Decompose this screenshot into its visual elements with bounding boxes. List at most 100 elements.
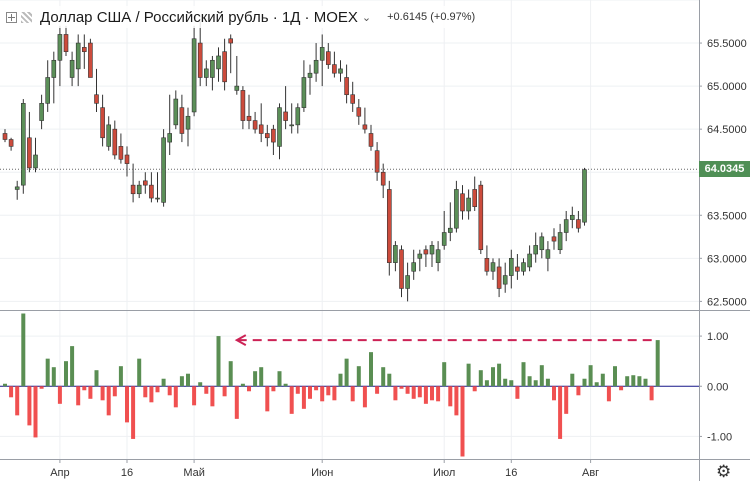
add-compare-icon[interactable]: [6, 11, 17, 23]
oscillator-bar: [454, 386, 459, 416]
candle-body: [88, 42, 93, 78]
chart-header: Доллар США / Российский рубль · 1Д · MOE…: [6, 6, 476, 28]
oscillator-bar: [143, 386, 148, 398]
symbol-title[interactable]: Доллар США / Российский рубль · 1Д · MOE…: [40, 8, 358, 26]
candle-body: [75, 42, 81, 70]
time-axis-label: Апр: [50, 467, 69, 479]
osc-axis-label: 0.00: [707, 381, 728, 393]
oscillator-bar: [332, 386, 337, 401]
oscillator-bar: [27, 386, 32, 426]
oscillator-bar: [393, 386, 398, 401]
candle-body: [533, 245, 539, 255]
price-axis-label: 65.0000: [707, 81, 747, 93]
oscillator-bars: [0, 313, 699, 457]
candle-body: [136, 184, 142, 195]
oscillator-bar: [137, 358, 142, 387]
candle-body: [569, 214, 575, 220]
candle-body: [20, 103, 26, 186]
oscillator-bar: [247, 386, 251, 392]
oscillator-bar: [625, 376, 630, 387]
candle-body: [118, 146, 124, 160]
candle-body: [484, 258, 490, 272]
candle-body: [478, 184, 484, 251]
candle-body: [374, 150, 380, 173]
oscillator-bar: [521, 362, 526, 387]
oscillator-bar: [259, 367, 264, 387]
candle-body: [344, 77, 349, 96]
oscillator-bar: [57, 386, 62, 404]
oscillator-bar: [253, 371, 258, 387]
candle-body: [496, 266, 502, 289]
candle-body: [82, 47, 87, 52]
candle-body: [576, 219, 581, 229]
oscillator-bar: [478, 370, 483, 387]
oscillator-bar: [15, 386, 20, 416]
oscillator-bar: [155, 386, 160, 393]
candle-body: [515, 266, 520, 272]
oscillator-bar: [161, 378, 166, 387]
candle-body: [222, 51, 227, 83]
oscillator-bar: [301, 386, 306, 409]
candle-body: [313, 59, 319, 74]
price-axis-label: 65.5000: [707, 38, 747, 50]
candle-body: [173, 98, 179, 126]
candle-body: [490, 262, 496, 272]
candle-body: [307, 72, 313, 78]
candle-body: [441, 232, 447, 246]
oscillator-bar: [3, 383, 7, 387]
candle-body: [362, 124, 368, 130]
oscillator-bar: [509, 380, 514, 387]
oscillator-bar: [649, 386, 654, 401]
candle-body: [155, 197, 160, 200]
oscillator-bar: [643, 378, 648, 387]
candle-body: [551, 236, 557, 242]
oscillator-bar: [76, 386, 81, 406]
candle-body: [460, 193, 465, 212]
oscillator-bar: [503, 378, 508, 387]
candle-body: [319, 47, 325, 61]
oscillator-bar: [375, 386, 380, 394]
gear-icon[interactable]: ⚙: [716, 462, 732, 481]
oscillator-bar: [192, 386, 197, 406]
oscillator-bar: [436, 386, 441, 402]
oscillator-bar: [70, 346, 75, 387]
candle-body: [124, 154, 130, 164]
oscillator-bar: [515, 386, 520, 399]
candle-body: [289, 124, 295, 127]
candle-body: [185, 115, 191, 130]
oscillator-bar: [362, 386, 367, 408]
time-axis-label: 16: [121, 467, 133, 479]
oscillator-bar: [466, 363, 471, 387]
candle-body: [14, 186, 20, 190]
oscillator-bar: [94, 370, 99, 387]
price-axis-label: 63.0000: [707, 253, 747, 265]
candles: [2, 21, 587, 302]
candle-body: [216, 55, 221, 70]
candle-body: [332, 64, 337, 74]
oscillator-bar: [655, 340, 660, 387]
oscillator-bar: [588, 365, 593, 387]
oscillator-bar: [356, 366, 361, 387]
candle-body: [411, 262, 417, 272]
candle-body: [100, 107, 105, 139]
overlay: [0, 168, 699, 346]
oscillator-bar: [308, 386, 312, 399]
candle-body: [356, 107, 362, 117]
candle-body: [277, 107, 282, 147]
candle-body: [325, 51, 331, 65]
candle-body: [368, 133, 374, 147]
oscillator-bar: [198, 382, 203, 387]
oscillator-grid: [0, 311, 699, 459]
candle-body: [271, 128, 276, 143]
oscillator-bar: [295, 386, 300, 394]
candle-body: [521, 262, 526, 272]
price-change: +0.6145 (+0.97%): [387, 11, 476, 23]
candle-body: [246, 115, 252, 121]
oscillator-bar: [338, 373, 343, 387]
candle-body: [167, 133, 172, 143]
oscillator-bar: [448, 386, 453, 407]
oscillator-bar: [265, 386, 270, 412]
chevron-down-icon[interactable]: ⌄: [361, 11, 372, 24]
candle-body: [405, 275, 410, 289]
